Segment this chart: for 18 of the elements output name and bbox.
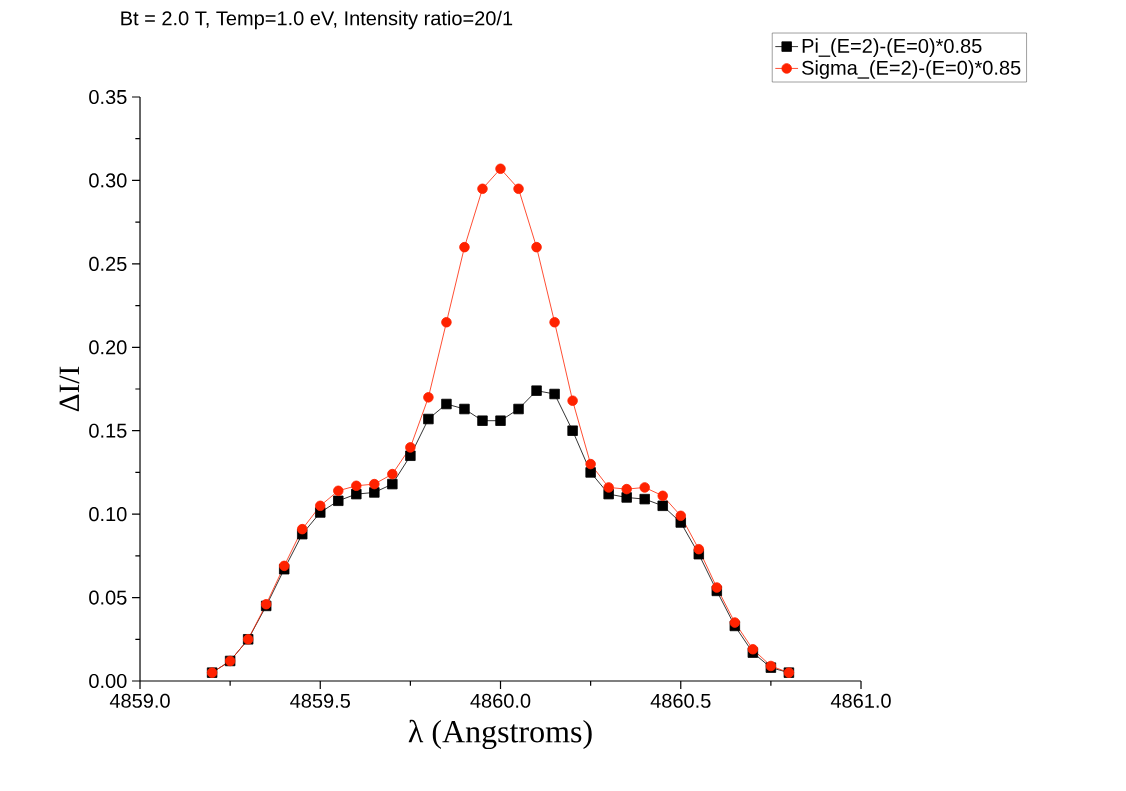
x-tick-label: 4860.0 — [470, 693, 531, 708]
y-tick-label: 0.00 — [89, 673, 127, 689]
y-tick-label: 0.30 — [89, 173, 127, 188]
x-tick-label: 4860.5 — [650, 693, 711, 708]
y-tick-label: 0.15 — [89, 423, 127, 438]
legend-label: Pi_(E=2)-(E=0)*0.85 — [802, 38, 982, 57]
chart-title: Bt = 2.0 T, Temp=1.0 eV, Intensity ratio=20/1 — [121, 10, 513, 30]
x-tick-label: 4859.0 — [109, 693, 170, 708]
y-tick-label: 0.20 — [89, 340, 127, 355]
legend-label: Sigma_(E=2)-(E=0)*0.85 — [802, 60, 1021, 79]
y-tick-label: 0.35 — [89, 89, 127, 105]
x-tick-label: 4861.0 — [830, 693, 891, 708]
y-axis-title: ΔI/I — [59, 366, 80, 412]
x-axis-title: λ (Angstroms) — [408, 719, 592, 750]
x-tick-label: 4859.5 — [290, 693, 350, 708]
y-tick-label: 0.25 — [89, 256, 127, 271]
y-tick-label: 0.10 — [89, 507, 127, 522]
y-tick-label: 0.05 — [89, 590, 127, 605]
